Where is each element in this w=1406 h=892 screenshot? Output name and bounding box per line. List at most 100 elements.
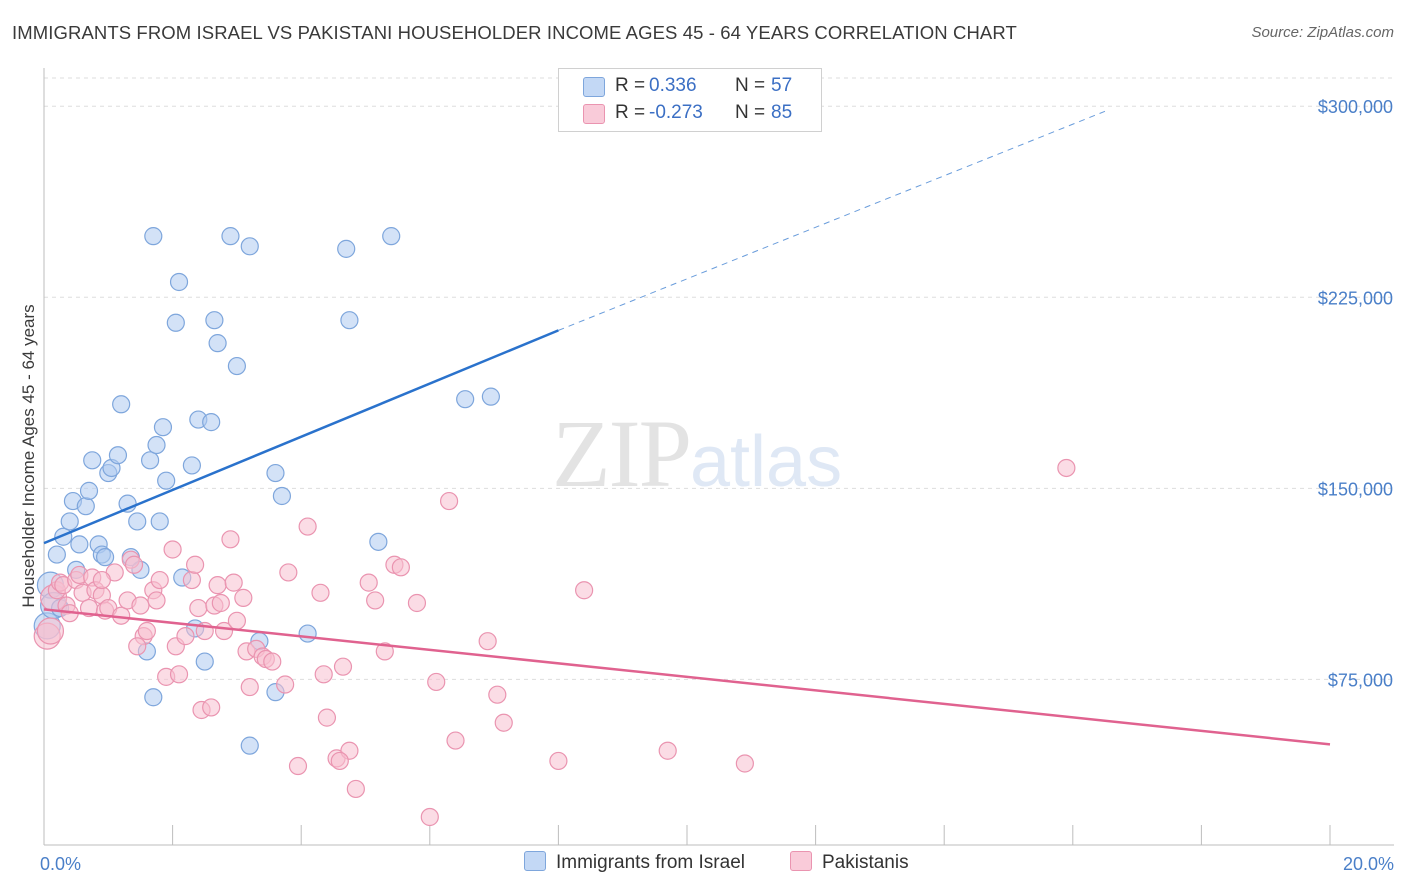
- pakistani-point: [137, 621, 156, 641]
- israel-point: [205, 311, 224, 330]
- pakistani-point: [131, 596, 150, 615]
- pakistani-point: [279, 563, 298, 582]
- israel-points: [33, 227, 500, 755]
- israel-point: [150, 512, 169, 531]
- bottom-legend-label-israel: Immigrants from Israel: [556, 852, 745, 873]
- israel-point: [266, 463, 285, 483]
- pakistani-point: [346, 779, 365, 799]
- israel-point: [337, 239, 356, 258]
- chart-title: IMMIGRANTS FROM ISRAEL VS PAKISTANI HOUS…: [12, 22, 1017, 43]
- pakistani-point: [575, 581, 594, 600]
- legend-swatch-pakistani: [583, 104, 605, 124]
- pakistani-point: [36, 617, 65, 645]
- israel-point: [182, 456, 201, 475]
- pakistani-point: [221, 530, 240, 549]
- israel-point: [240, 237, 259, 256]
- pakistani-point: [227, 611, 246, 630]
- pakistani-point: [446, 731, 465, 750]
- legend-r-label: R =: [615, 102, 646, 123]
- israel-point: [298, 624, 317, 643]
- pakistani-point: [176, 627, 195, 646]
- y-tick-label: $150,000: [1318, 479, 1393, 499]
- legend-r-label: R =: [615, 75, 646, 96]
- pakistani-point: [182, 570, 201, 590]
- pakistani-point: [359, 573, 378, 592]
- israel-point: [112, 395, 131, 414]
- israel-point: [60, 512, 79, 531]
- israel-point: [227, 356, 246, 376]
- legend-n-label: N =: [735, 75, 766, 96]
- israel-point: [128, 512, 147, 531]
- pakistani-point: [549, 751, 568, 771]
- israel-point: [144, 227, 163, 246]
- pakistani-point: [439, 491, 459, 511]
- x-tick-label-min: 0.0%: [40, 854, 81, 874]
- source-note: Source: ZipAtlas.com: [1251, 24, 1394, 41]
- israel-point: [208, 334, 227, 353]
- pakistani-point: [128, 637, 147, 656]
- pakistani-point: [735, 754, 754, 773]
- pakistani-point: [211, 593, 230, 613]
- israel-point: [70, 535, 89, 554]
- pakistani-point: [202, 698, 221, 717]
- israel-point: [202, 413, 221, 432]
- bottom-legend-swatch-israel: [524, 851, 546, 871]
- pakistani-point: [1057, 458, 1076, 478]
- legend-r-pakistani: -0.273: [649, 102, 703, 123]
- israel-point: [47, 545, 66, 564]
- pakistani-point: [150, 570, 169, 590]
- pakistani-point: [317, 708, 337, 727]
- bottom-legend-israel: Immigrants from Israel: [524, 851, 745, 874]
- israel-point: [272, 486, 292, 506]
- pakistani-point: [366, 591, 385, 610]
- pakistani-point: [298, 517, 317, 536]
- pakistani-point: [427, 672, 446, 692]
- israel-point: [195, 652, 214, 671]
- pakistani-point: [224, 573, 243, 592]
- bottom-legend-swatch-pakistani: [790, 851, 812, 871]
- israel-point: [166, 313, 185, 332]
- y-axis-label: Householder Income Ages 45 - 64 years: [19, 304, 38, 607]
- israel-point: [108, 446, 128, 465]
- y-tick-label: $300,000: [1318, 97, 1393, 117]
- pakistani-point: [391, 558, 410, 577]
- israel-point: [221, 227, 240, 246]
- israel-point: [76, 497, 95, 516]
- bottom-legend-label-pakistani: Pakistanis: [822, 852, 909, 873]
- pakistani-point: [163, 540, 182, 559]
- israel-point: [456, 390, 475, 409]
- israel-point: [481, 387, 500, 406]
- pakistani-point: [420, 807, 439, 827]
- pakistani-trend-line: [43, 608, 1331, 746]
- israel-point: [147, 435, 166, 455]
- pakistani-point: [407, 593, 427, 613]
- correlation-legend: R = 0.336 N = 57 R = -0.273 N = 85: [558, 68, 822, 132]
- pakistani-point: [234, 588, 253, 607]
- israel-point: [382, 227, 401, 246]
- israel-point: [144, 688, 163, 707]
- y-tick-labels: $75,000 $150,000 $225,000 $300,000: [1318, 97, 1393, 690]
- pakistani-point: [263, 652, 282, 671]
- israel-trend-line: [43, 329, 559, 545]
- israel-point: [95, 548, 115, 567]
- israel-point: [340, 311, 359, 330]
- pakistani-point: [311, 583, 330, 602]
- pakistani-point: [147, 591, 166, 610]
- israel-point: [140, 451, 160, 470]
- pakistani-point: [333, 657, 353, 676]
- israel-point: [169, 272, 189, 292]
- pakistani-point: [658, 741, 677, 760]
- israel-point: [153, 418, 173, 437]
- pakistani-point: [92, 570, 111, 590]
- pakistani-point: [375, 642, 394, 661]
- pakistani-point: [494, 713, 513, 732]
- legend-n-israel: 57: [771, 75, 793, 96]
- legend-n-label: N =: [735, 102, 766, 123]
- y-tick-label: $225,000: [1318, 288, 1393, 308]
- pakistani-point: [124, 555, 144, 574]
- legend-r-israel: 0.336: [649, 75, 697, 96]
- israel-point: [83, 451, 102, 470]
- pakistani-point: [208, 576, 227, 595]
- legend-swatch-israel: [583, 77, 605, 97]
